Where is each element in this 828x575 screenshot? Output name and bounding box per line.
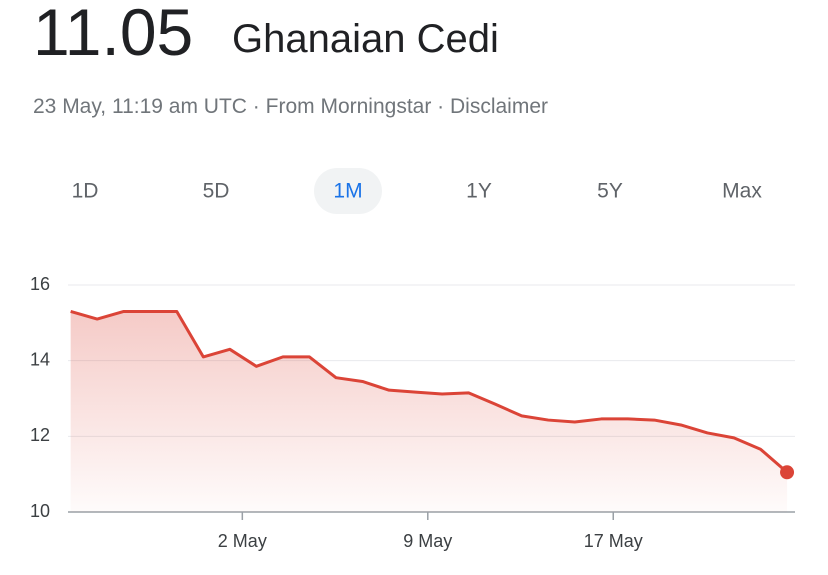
meta-info: 23 May, 11:19 am UTC · From Morningstar … [33,95,549,118]
price: 11.05 [33,0,194,69]
currency-name: Ghanaian Cedi [232,17,499,61]
range-tab[interactable]: 5Y [597,180,623,203]
range-tab[interactable]: 1D [72,180,99,203]
last-point [780,465,795,480]
tab-highlight [314,168,382,214]
price-line [70,309,789,474]
y-tick-label: 12 [30,425,50,445]
x-tick-label: 9 May [403,531,452,551]
y-tick-label: 14 [30,349,50,369]
x-tick-label: 17 May [584,531,643,551]
range-tab[interactable]: 1Y [466,180,492,203]
y-tick-label: 10 [30,501,50,521]
x-tick-label: 2 May [218,531,267,551]
area [70,311,788,512]
y-tick-label: 16 [30,274,50,294]
range-tab[interactable]: 5D [203,180,230,203]
range-tab[interactable]: 1M [333,180,362,203]
range-tab[interactable]: Max [722,180,762,203]
